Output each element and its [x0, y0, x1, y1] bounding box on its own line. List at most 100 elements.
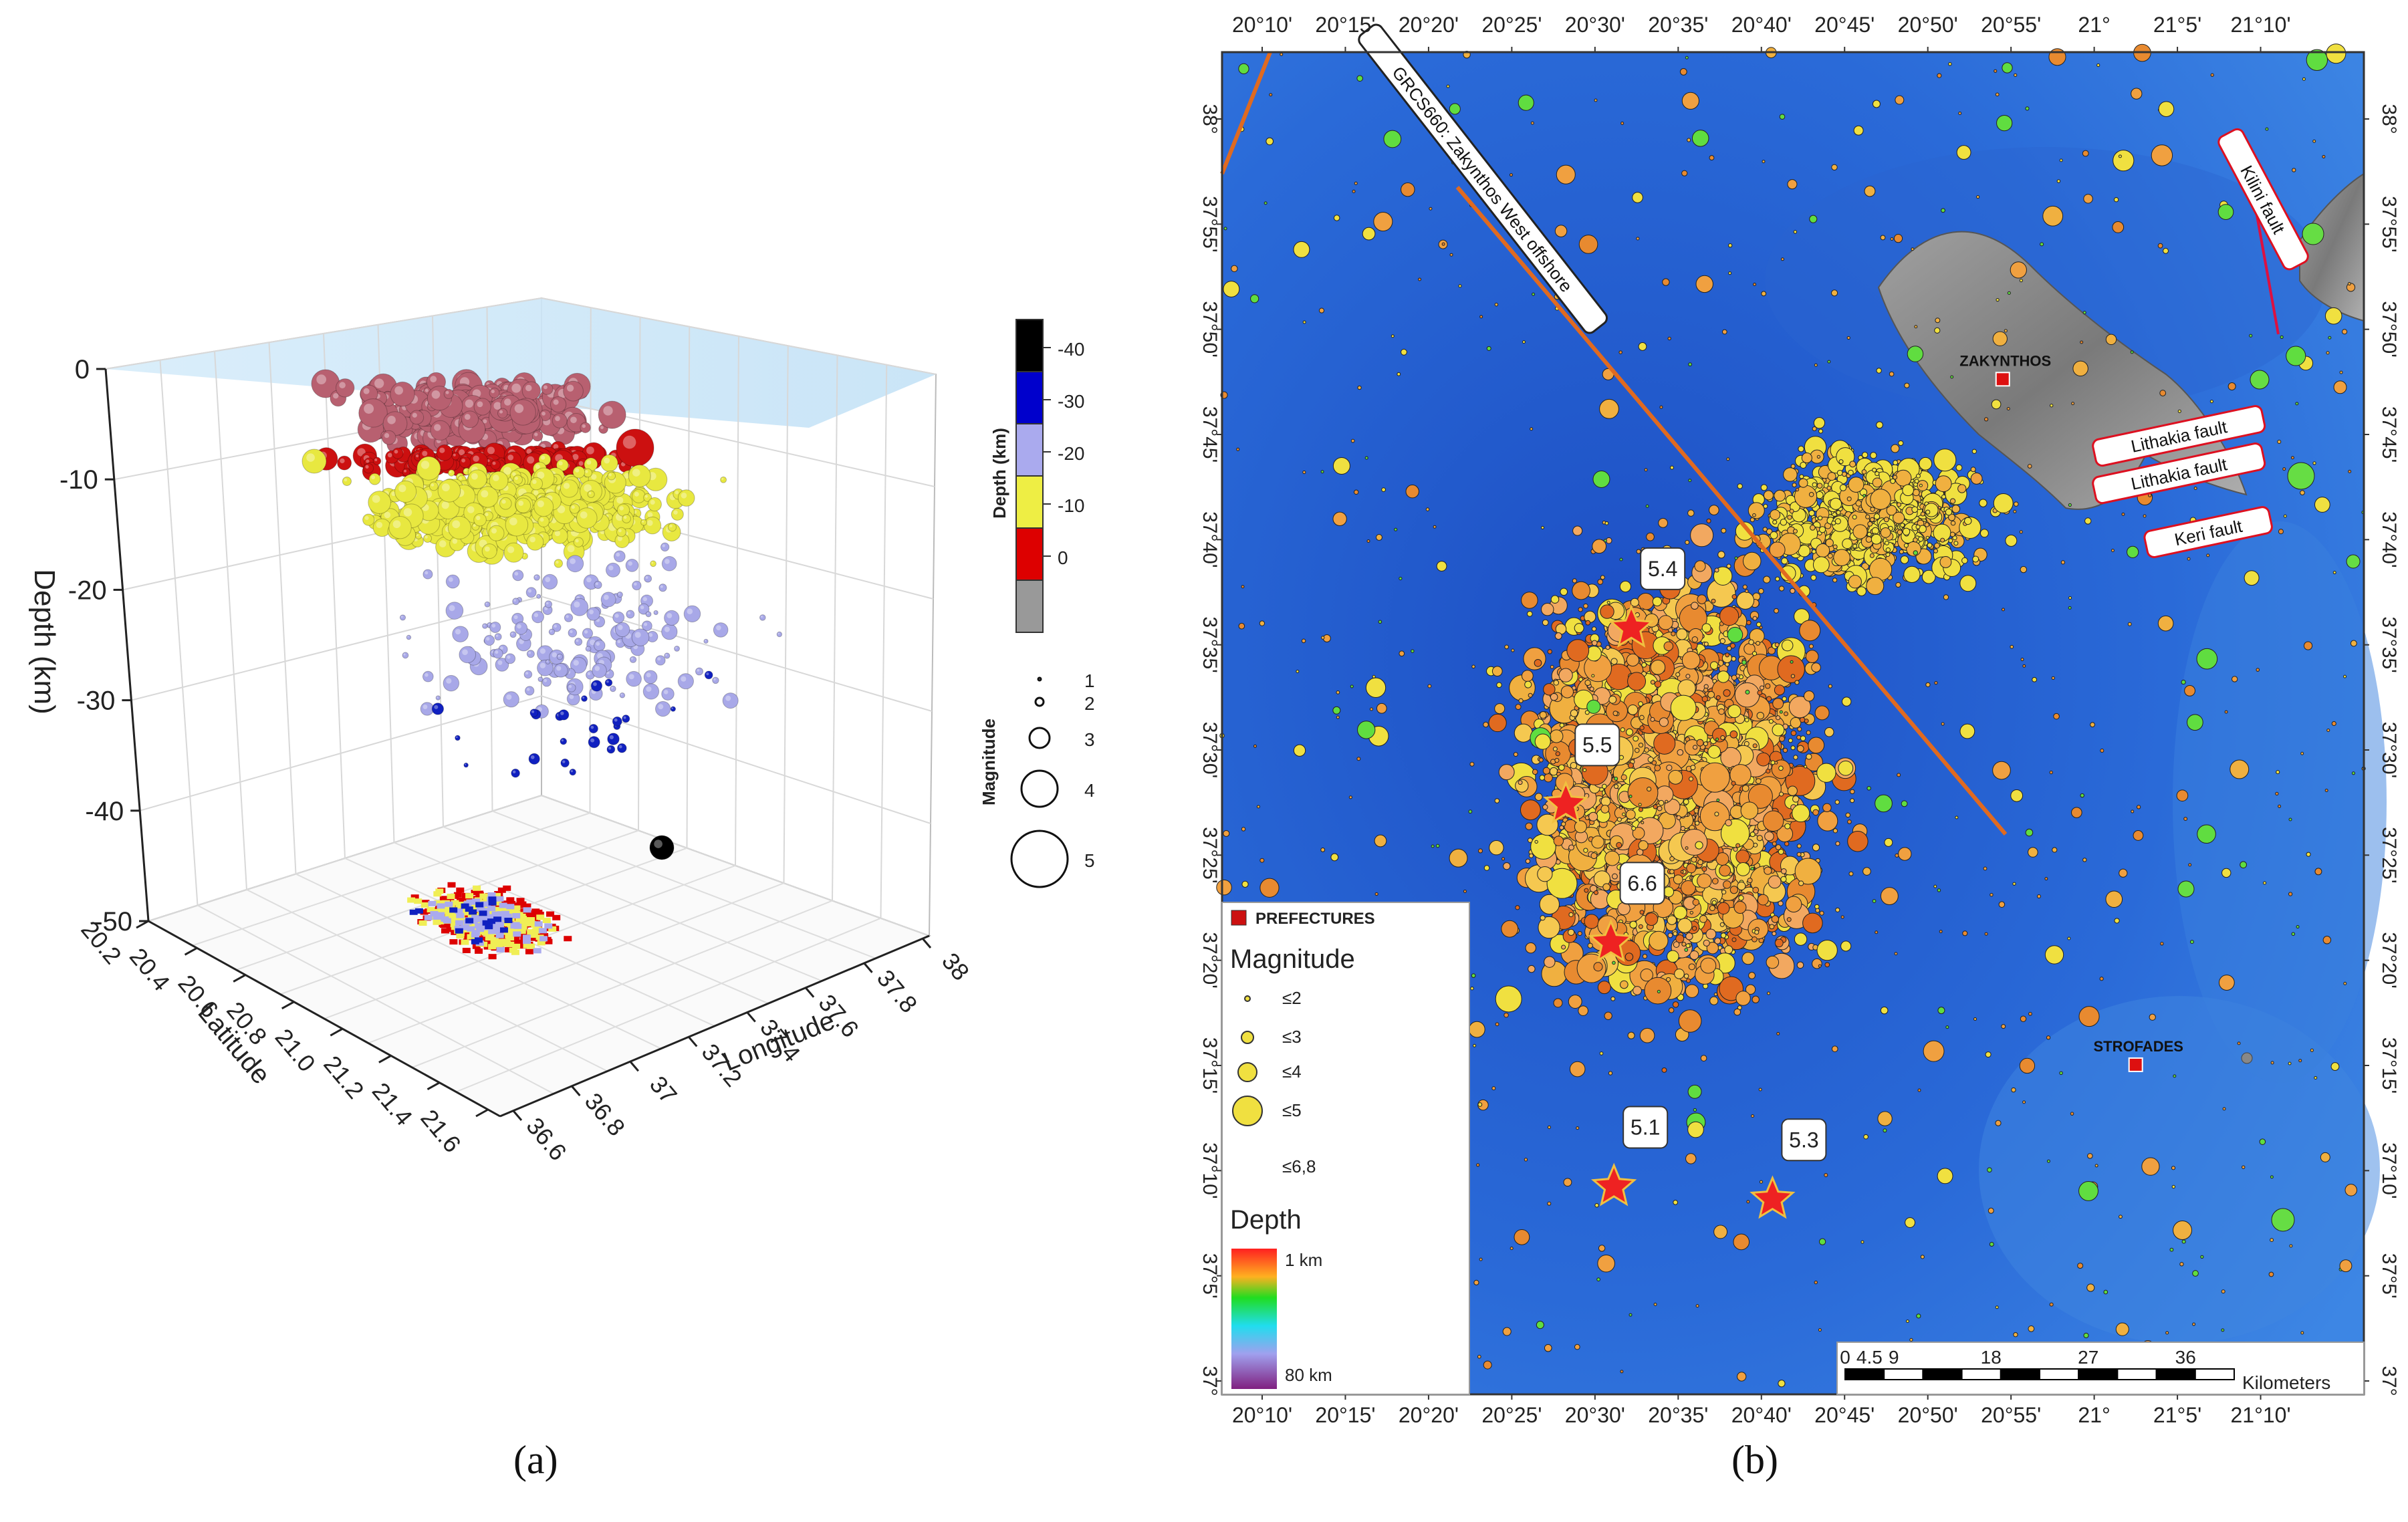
quake-sphere-highlight — [631, 658, 633, 660]
quake-sphere-highlight — [372, 495, 380, 503]
floor-projection-point — [465, 918, 473, 923]
floor-projection-point — [425, 915, 433, 920]
quake-sphere-highlight — [582, 424, 586, 428]
quake-sphere — [644, 670, 657, 684]
quake-sphere-highlight — [493, 475, 499, 481]
quake-sphere-highlight — [365, 516, 369, 520]
epicenter — [1820, 911, 1824, 915]
epicenter — [1806, 754, 1812, 759]
quake-sphere-highlight — [586, 460, 591, 465]
quake-sphere — [482, 544, 497, 559]
epicenter — [1790, 588, 1795, 593]
quake-sphere-highlight — [527, 688, 530, 691]
depth-legend-swatch — [1016, 320, 1043, 372]
quake-sphere-highlight — [658, 704, 663, 709]
epicenter — [1572, 579, 1576, 583]
floor-projection-point — [472, 930, 480, 935]
quake-sphere — [560, 480, 578, 498]
quake-sphere-highlight — [654, 840, 663, 848]
quake-sphere-highlight — [616, 497, 623, 503]
quake-sphere-highlight — [394, 450, 398, 454]
quake-sphere — [491, 460, 500, 469]
quake-sphere-highlight — [586, 578, 592, 583]
floor-projection-point — [475, 902, 483, 907]
quake-sphere — [395, 481, 416, 502]
quake-sphere-highlight — [629, 674, 634, 679]
longitude-tick-label: 38 — [937, 947, 975, 985]
quake-sphere-highlight — [532, 480, 537, 485]
quake-sphere — [511, 769, 520, 777]
quake-sphere — [474, 398, 491, 415]
quake-sphere — [513, 475, 523, 485]
quake-sphere — [592, 663, 607, 678]
quake-sphere — [632, 489, 645, 503]
quake-sphere — [570, 769, 576, 775]
floor-projection-point — [523, 907, 531, 912]
quake-sphere — [574, 537, 583, 547]
quake-sphere — [552, 413, 567, 428]
quake-sphere-highlight — [467, 506, 475, 513]
magnitude-legend-title: Magnitude — [979, 719, 999, 805]
quake-sphere — [513, 570, 523, 581]
quake-sphere-highlight — [384, 512, 391, 519]
epicenter — [1686, 979, 1690, 983]
quake-sphere-highlight — [580, 511, 588, 519]
epicenter — [1817, 940, 1837, 960]
quake-sphere-highlight — [596, 642, 600, 646]
quake-sphere-highlight — [660, 586, 663, 588]
quake-sphere — [541, 383, 553, 394]
depth-legend-swatch — [1016, 372, 1043, 424]
epicenter — [1800, 620, 1820, 641]
quake-sphere — [415, 533, 421, 539]
quake-sphere-highlight — [506, 694, 511, 700]
floor-projection-point — [473, 886, 481, 891]
quake-sphere — [503, 692, 519, 707]
epicenter — [1794, 933, 1806, 945]
quake-sphere — [721, 477, 727, 483]
quake-sphere-highlight — [537, 595, 539, 596]
quake-sphere-highlight — [504, 398, 511, 405]
floor-projection-point — [456, 888, 464, 893]
floor-projection-point — [485, 935, 493, 940]
caption-a: (a) — [513, 1437, 558, 1483]
epicenter — [1578, 1006, 1588, 1016]
quake-sphere-highlight — [527, 457, 534, 464]
quake-sphere-highlight — [558, 655, 560, 657]
quake-sphere-highlight — [546, 660, 548, 662]
quake-sphere — [448, 516, 471, 539]
quake-sphere — [452, 453, 459, 460]
quake-sphere — [468, 470, 487, 489]
quake-sphere-highlight — [582, 696, 584, 699]
quake-sphere-highlight — [585, 470, 588, 473]
quake-sphere-highlight — [649, 633, 653, 637]
epicenter — [1578, 608, 1582, 612]
quake-sphere — [591, 680, 602, 691]
floor-projection-point — [506, 904, 514, 909]
epicenter — [1653, 597, 1661, 606]
quake-sphere-highlight — [473, 455, 479, 461]
quake-sphere-highlight — [446, 678, 451, 684]
quake-sphere-highlight — [483, 624, 485, 626]
floor-projection-point — [463, 948, 471, 953]
quake-sphere-highlight — [671, 707, 673, 709]
quake-sphere — [532, 431, 542, 441]
z-tick-label: -20 — [68, 576, 107, 605]
quake-sphere — [392, 448, 403, 459]
epicenter — [1520, 800, 1540, 820]
quake-sphere-highlight — [462, 649, 468, 655]
floor-projection-point — [492, 912, 500, 917]
floor-projection-point — [449, 939, 457, 944]
quake-sphere-highlight — [648, 512, 653, 517]
quake-sphere — [534, 575, 540, 581]
floor-projection-point — [510, 923, 518, 928]
quake-sphere — [588, 737, 600, 748]
quake-sphere — [684, 606, 700, 622]
floor-projection-point — [435, 888, 443, 894]
quake-sphere-highlight — [404, 508, 412, 517]
quake-sphere-highlight — [721, 478, 723, 480]
longitude-tick-label: 36.8 — [580, 1088, 630, 1141]
quake-sphere-highlight — [618, 529, 622, 533]
quake-sphere-highlight — [665, 654, 667, 656]
epicenter — [1772, 842, 1776, 846]
